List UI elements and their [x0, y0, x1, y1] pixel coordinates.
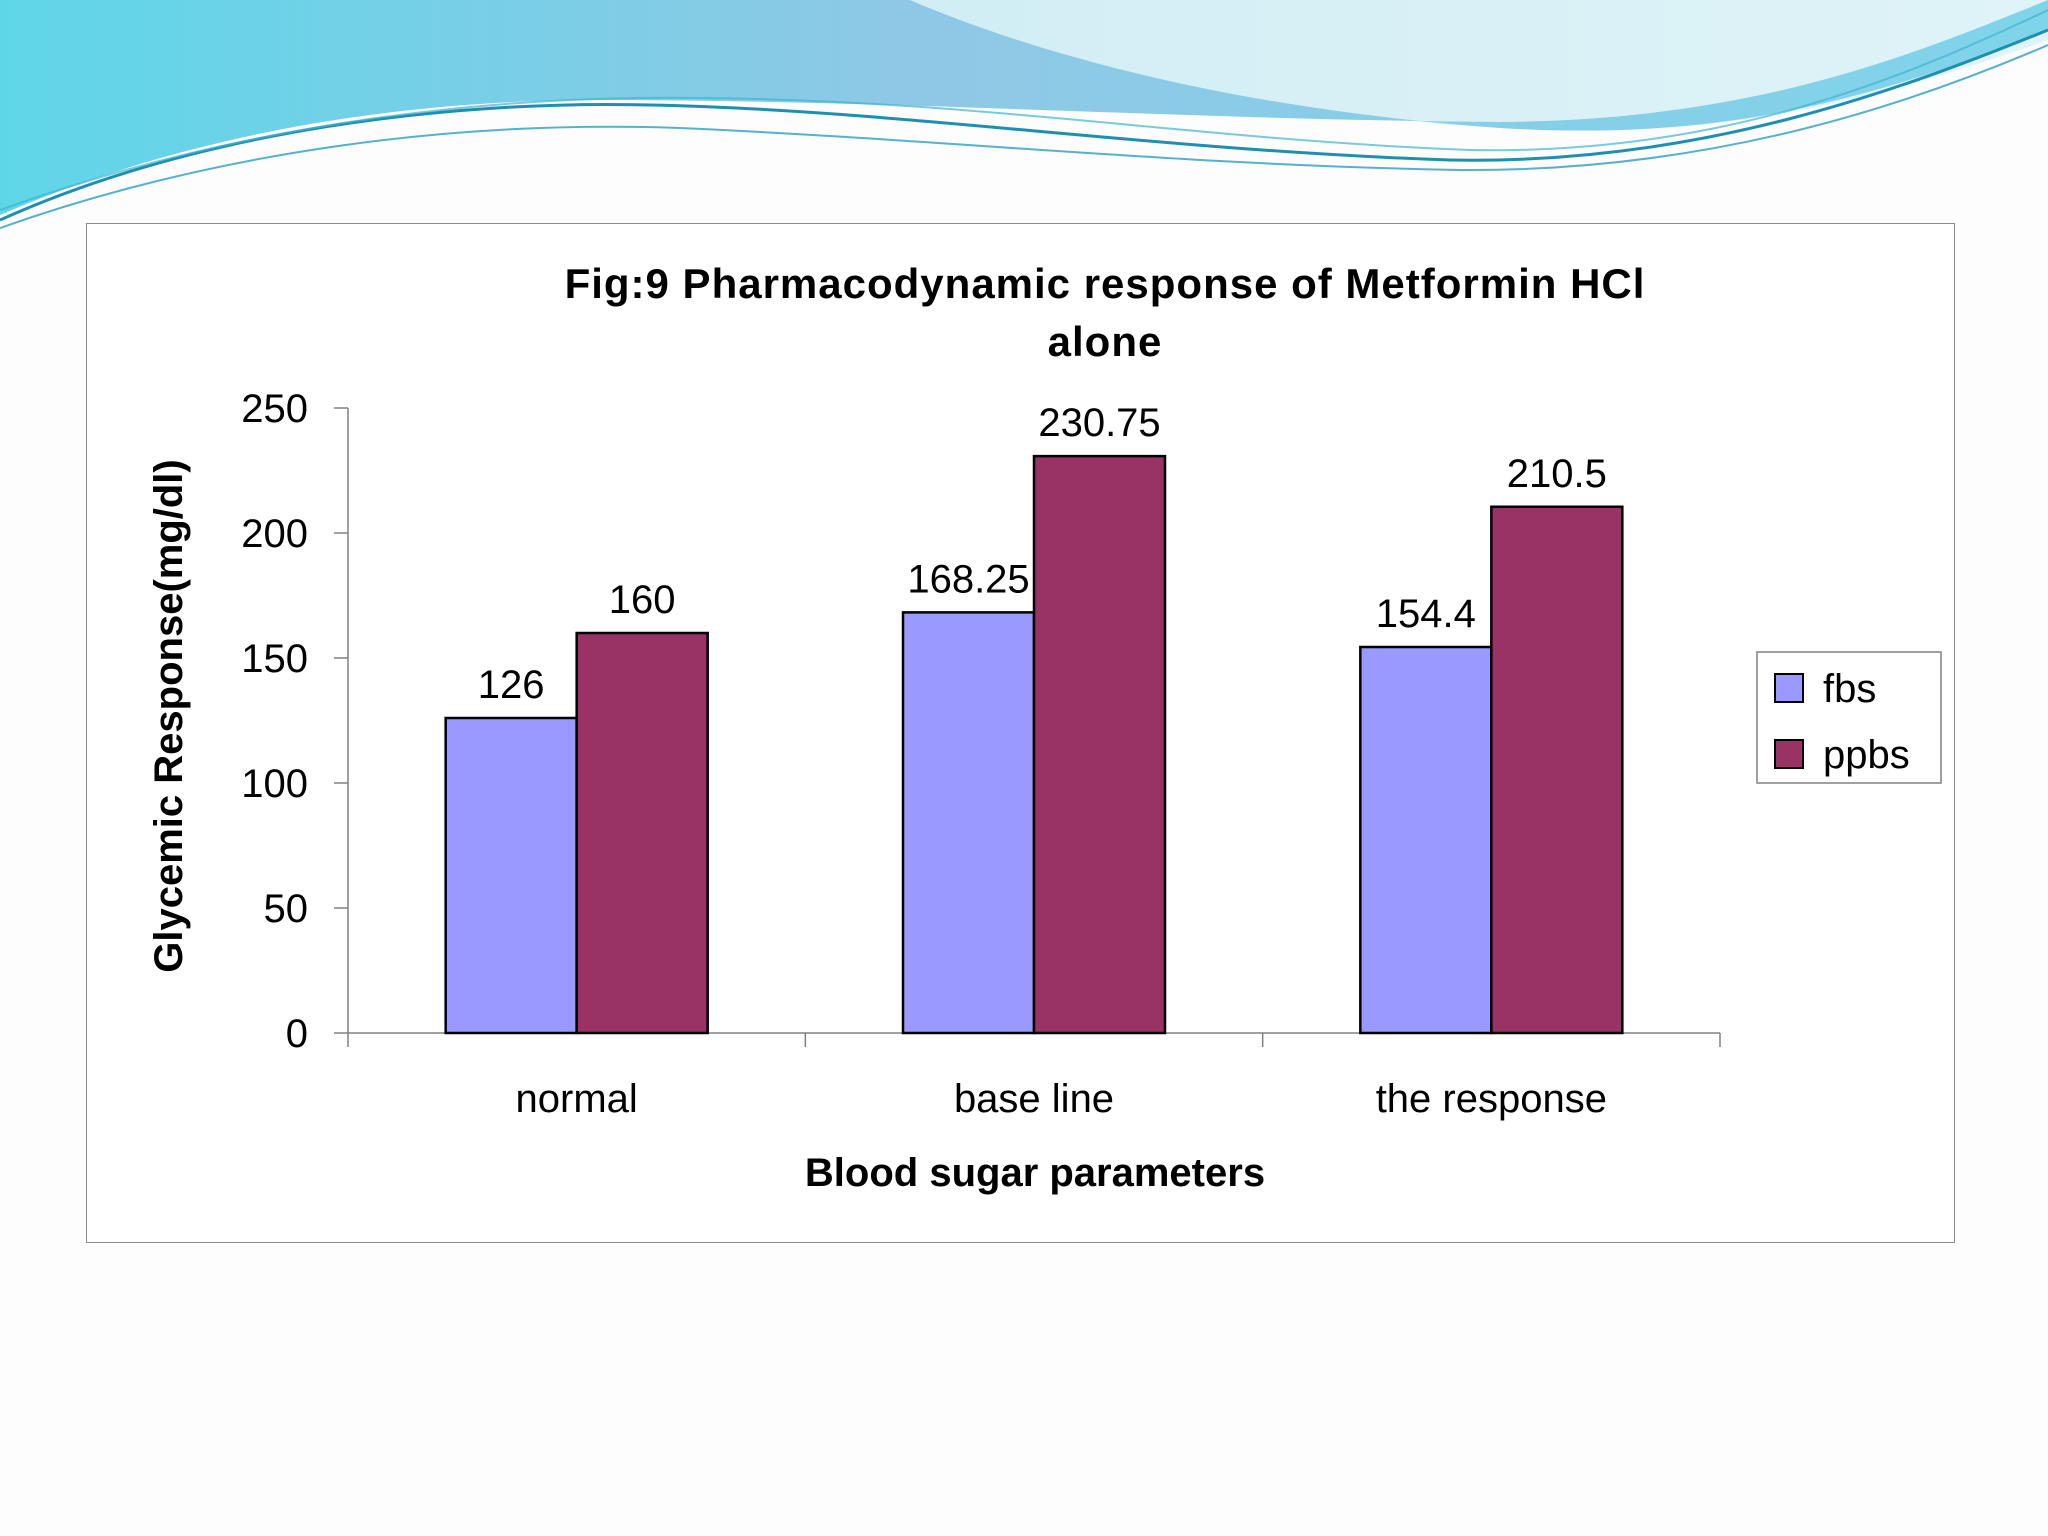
data-label-ppbs: 160 — [609, 578, 676, 622]
bar-fbs — [901, 611, 1036, 1035]
data-label-ppbs: 210.5 — [1507, 452, 1607, 496]
legend-swatch-fbs — [1774, 673, 1804, 703]
data-label-fbs: 168.25 — [907, 557, 1029, 601]
data-label-ppbs: 230.75 — [1038, 401, 1160, 445]
plot-area: 0 50 100 150 200 250 normal 126 160 base line 168.… — [241, 387, 1721, 1121]
y-axis-title: Glycemic Response(mg/dl) — [147, 459, 191, 972]
bar-fbs — [444, 716, 578, 1035]
x-category-label: the response — [1376, 1077, 1607, 1121]
y-tick-label: 150 — [241, 637, 308, 681]
data-label-fbs: 154.4 — [1376, 592, 1476, 636]
legend-swatch-ppbs — [1774, 739, 1804, 769]
x-category-label: base line — [954, 1077, 1114, 1121]
y-tick-label: 200 — [241, 512, 308, 556]
y-tick-label: 100 — [241, 762, 308, 806]
data-label-fbs: 126 — [478, 663, 545, 707]
chart-title-line-1: Fig:9 Pharmacodynamic response of Metfor… — [565, 260, 1646, 307]
x-axis-title: Blood sugar parameters — [805, 1151, 1265, 1195]
bar-ppbs — [1490, 505, 1624, 1035]
bar-fbs — [1359, 645, 1493, 1035]
legend-label-fbs: fbs — [1823, 667, 1876, 711]
legend-label-ppbs: ppbs — [1823, 733, 1910, 777]
chart-title-line-2: alone — [1048, 318, 1163, 365]
legend: fbs ppbs — [1756, 651, 1942, 784]
y-tick-label: 50 — [264, 887, 309, 931]
bar-ppbs — [1032, 454, 1167, 1035]
y-tick-label: 250 — [241, 387, 308, 431]
x-category-label: normal — [516, 1077, 638, 1121]
bar-ppbs — [575, 631, 709, 1035]
y-tick-label: 0 — [286, 1012, 308, 1056]
